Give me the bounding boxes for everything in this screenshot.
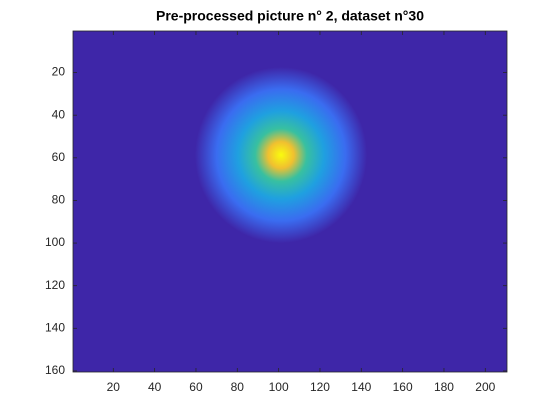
x-tick-label: 80 <box>231 380 245 394</box>
y-tick-label: 80 <box>52 193 66 207</box>
y-tick-label: 160 <box>45 363 65 377</box>
chart-title: Pre-processed picture n° 2, dataset n°30 <box>156 8 424 24</box>
x-tick-label: 20 <box>107 380 121 394</box>
x-tick-label: 40 <box>148 380 162 394</box>
y-tick-label: 20 <box>52 65 66 79</box>
x-tick-label: 200 <box>475 380 495 394</box>
x-tick-label: 60 <box>189 380 203 394</box>
x-tick-label: 160 <box>393 380 413 394</box>
x-tick-label: 140 <box>351 380 371 394</box>
y-tick-label: 60 <box>52 150 66 164</box>
axes-box <box>72 30 508 373</box>
y-tick-label: 120 <box>45 278 65 292</box>
x-tick-label: 120 <box>310 380 330 394</box>
y-tick-label: 100 <box>45 235 65 249</box>
image-blob <box>195 67 367 243</box>
y-tick-label: 40 <box>52 107 66 121</box>
y-tick-label: 140 <box>45 320 65 334</box>
x-tick-label: 100 <box>269 380 289 394</box>
x-tick-label: 180 <box>434 380 454 394</box>
